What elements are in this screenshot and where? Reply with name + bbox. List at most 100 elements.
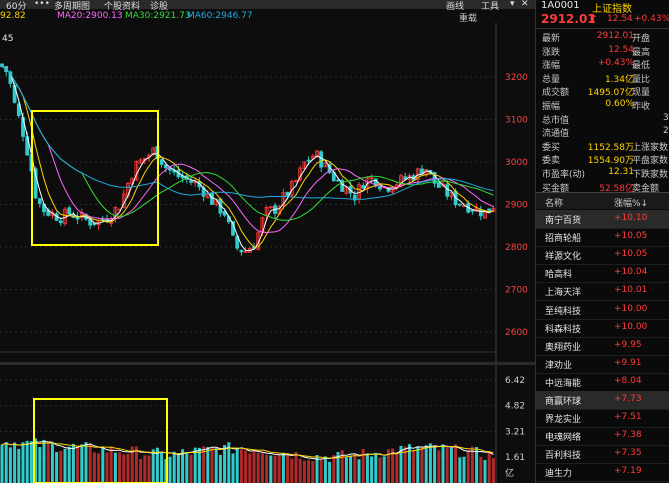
quote-row: 市盈率(动) 12.31 下跌家数	[542, 167, 669, 180]
volume-bar	[332, 455, 336, 483]
volume-bar	[491, 458, 495, 483]
candle-body	[168, 167, 172, 171]
candle-body	[415, 168, 420, 180]
candle-body	[37, 198, 42, 204]
ranking-row[interactable]: 至纯科技 +10.00	[536, 301, 669, 320]
volume-bar	[412, 450, 416, 483]
ranking-row[interactable]: 商赢环球 +7.73	[536, 391, 669, 410]
diagnose-button[interactable]: 诊股	[150, 2, 169, 12]
volume-bar	[160, 452, 164, 483]
candle-body	[138, 159, 143, 164]
volume-bar	[97, 453, 101, 483]
stock-change-pct: +10.10	[614, 213, 648, 223]
volume-bar	[231, 453, 235, 483]
quote-label: 总量	[542, 74, 561, 85]
ranking-row[interactable]: 祥源文化 +10.05	[536, 246, 669, 266]
list-header: 名称 涨幅%↓	[536, 193, 669, 209]
volume-bar	[172, 451, 176, 483]
stock-change-pct: +10.01	[614, 285, 648, 296]
quote-label: 委买	[542, 142, 561, 153]
candle-body	[361, 185, 366, 189]
quote-value: +0.43%	[597, 58, 634, 69]
volume-bar	[252, 451, 256, 483]
volume-bar	[361, 449, 365, 483]
volume-bar	[437, 450, 441, 483]
ranking-row[interactable]: 迪生力 +7.19	[536, 463, 669, 483]
header-name[interactable]: 名称	[545, 199, 564, 209]
volume-bar	[189, 454, 193, 483]
candle-body	[189, 180, 193, 183]
volume-bar	[50, 442, 54, 483]
price-tick: 2900	[505, 201, 528, 211]
volume-bar	[265, 454, 269, 483]
tools-button[interactable]: 工具	[481, 2, 500, 12]
volume-bar	[130, 446, 134, 483]
ranking-row[interactable]: 中远海能 +8.04	[536, 373, 669, 392]
high-marker: 45	[2, 34, 13, 44]
stock-info-button[interactable]: 个股资料	[104, 2, 141, 12]
volume-bar	[4, 442, 8, 483]
close-icon[interactable]: ✕	[521, 0, 529, 9]
ma-legend: 92.82 MA20:2900.13 MA30:2921.73 MA60:294…	[0, 9, 535, 24]
candle-body	[159, 159, 164, 165]
volume-bar	[168, 456, 172, 483]
stock-name: 南宁百货	[545, 216, 582, 226]
volume-bar	[25, 440, 29, 483]
volume-bar	[340, 450, 344, 483]
volume-bar	[281, 452, 285, 483]
volume-chart[interactable]: 6.42 4.82 3.21 1.61 亿	[0, 365, 535, 483]
stock-change-pct: +10.05	[614, 249, 648, 260]
stock-change-pct: +7.35	[614, 448, 642, 459]
volume-bar	[63, 448, 67, 483]
volume-bar	[210, 447, 214, 483]
volume-bar	[126, 453, 130, 483]
ranking-row[interactable]: 津劝业 +9.91	[536, 355, 669, 374]
price-chart[interactable]: 3200 3100 3000 2900 2800 2700 2600 45	[0, 23, 535, 363]
quote-label: 买金额	[542, 183, 570, 194]
ranking-row[interactable]: 界龙实业 +7.51	[536, 409, 669, 429]
volume-bar	[118, 452, 122, 483]
index-code: 1A0001	[541, 0, 580, 11]
stock-name: 津劝业	[545, 360, 573, 371]
volume-bar	[88, 443, 92, 483]
ranking-row[interactable]: 电魂网络 +7.38	[536, 427, 669, 447]
volume-bar	[391, 448, 395, 483]
ranking-row[interactable]: 科森科技 +10.00	[536, 319, 669, 338]
stock-change-pct: +7.73	[614, 394, 642, 404]
volume-bar	[311, 461, 315, 483]
quote-label-2: 最低	[632, 61, 651, 72]
price-tick: 2800	[505, 243, 528, 253]
volume-bar	[17, 448, 21, 483]
panel-divider	[0, 362, 535, 365]
stock-change-pct: +10.04	[614, 267, 648, 278]
reweight-button[interactable]: 重载	[459, 14, 478, 24]
price-grid	[0, 23, 497, 363]
candle-body	[58, 220, 63, 224]
settings-icon[interactable]: ▾	[510, 0, 515, 9]
draw-button[interactable]: 画线	[446, 2, 465, 12]
ranking-row[interactable]: 奥翔药业 +9.95	[536, 337, 669, 356]
volume-bar	[445, 446, 449, 483]
multi-cycle-button[interactable]: 多周期图	[54, 2, 91, 12]
volume-bar	[109, 446, 113, 483]
ranking-row[interactable]: 南宁百货 +10.10	[536, 210, 669, 229]
ranking-row[interactable]: 哈高科 +10.04	[536, 264, 669, 284]
volume-bar	[323, 456, 327, 483]
ranking-row[interactable]: 上海天洋 +10.01	[536, 282, 669, 302]
header-change-pct[interactable]: 涨幅%↓	[614, 199, 649, 209]
ranking-row[interactable]: 百利科技 +7.35	[536, 445, 669, 465]
stock-change-pct: +7.19	[614, 466, 642, 477]
volume-bar	[470, 446, 474, 483]
volume-bar	[462, 456, 466, 483]
candle-body	[33, 168, 38, 199]
index-name: 上证指数	[592, 4, 632, 15]
quote-row: 振幅 0.60% 昨收	[542, 99, 669, 112]
quote-row: 总量 1.34亿 量比	[542, 72, 669, 85]
period-button[interactable]: 60分	[6, 2, 27, 12]
price-tick: 2700	[505, 286, 528, 296]
quote-value: 2912.01	[596, 31, 634, 41]
candle-body	[403, 176, 408, 180]
volume-bar	[244, 450, 248, 483]
ranking-row[interactable]: 招商轮船 +10.05	[536, 228, 669, 248]
more-icon[interactable]: •••	[34, 0, 50, 9]
